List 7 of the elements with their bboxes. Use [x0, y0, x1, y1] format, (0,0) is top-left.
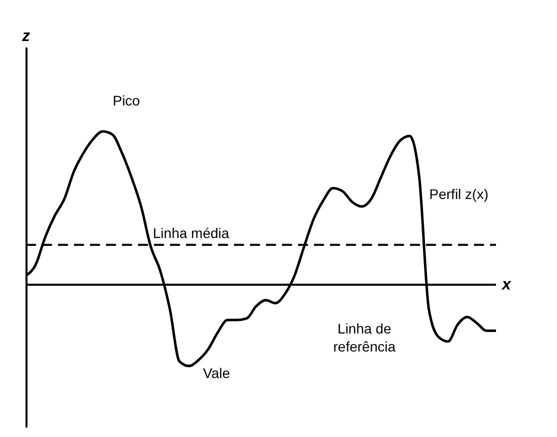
annotation: Vale	[203, 365, 230, 382]
annotation: Perfil z(x)	[429, 186, 488, 202]
text: z	[21, 28, 30, 45]
text: Pico	[112, 92, 140, 108]
ref-line-label: Linha média	[152, 224, 230, 241]
ref-line-label: Linha de referência	[333, 320, 396, 355]
x-axis-title: x	[501, 276, 512, 294]
